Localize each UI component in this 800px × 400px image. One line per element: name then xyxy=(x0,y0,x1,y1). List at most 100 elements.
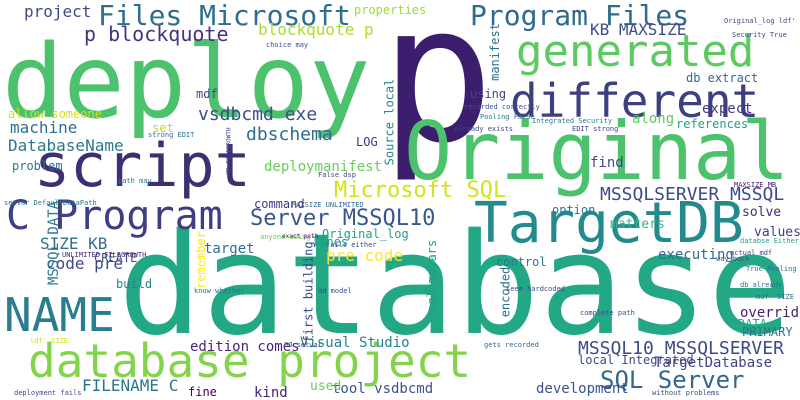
word-filename-c: FILENAME C xyxy=(82,376,179,395)
word-p-blockquote: p blockquote xyxy=(84,22,229,46)
word-blockquote-p: blockquote p xyxy=(258,20,374,39)
word-targetdatabase: TargetDatabase xyxy=(654,355,773,371)
word-project: project xyxy=(24,2,92,21)
word-build: build xyxy=(116,277,153,291)
word-dd-model: dd model xyxy=(318,287,352,295)
word-way-back: way back xyxy=(716,255,750,263)
word-integrated-security: Integrated Security xyxy=(532,117,613,125)
word-go-setvar: GO setvar xyxy=(284,341,322,349)
word-control: control xyxy=(496,255,547,269)
word-remember: remember xyxy=(193,231,208,289)
word-mssql10-mssqlserver: MSSQL10 MSSQLSERVER xyxy=(578,338,784,359)
word-false-dsp: False dsp xyxy=(318,171,356,179)
word-program-files: Program Files xyxy=(470,0,690,32)
word-problem: problem xyxy=(12,159,63,173)
word-command: command xyxy=(254,197,305,211)
word-maxsize-mb: MAXSIZE MB xyxy=(734,181,777,189)
word-databasename: DatabaseName xyxy=(8,136,124,155)
word-using: using xyxy=(470,87,507,101)
word-mssql-data: MSSQL DATA xyxy=(46,200,63,286)
word-db-already: db already xyxy=(740,281,783,289)
word-seem-hardcoded: seem hardcoded xyxy=(506,285,566,293)
word-microsoft-sql: Microsoft SQL xyxy=(334,178,507,203)
word-exact-path: exact path xyxy=(282,233,319,240)
word-path-may: path may xyxy=(118,177,152,185)
word-manifest: manifest xyxy=(487,23,502,81)
word-databse-either: databse Either xyxy=(740,237,800,245)
word-target: target xyxy=(204,241,255,257)
word-recorded-correctly: recorded correctly xyxy=(464,103,540,111)
word-edition-comes: edition comes xyxy=(190,339,300,355)
word-along: along xyxy=(632,111,675,127)
word-mdf: mdf xyxy=(196,87,218,101)
word-pre-code: pre code xyxy=(326,246,404,265)
word-files-microsoft: Files Microsoft xyxy=(98,0,351,32)
word-deployment-fails: deployment fails xyxy=(14,389,82,397)
word-option: option xyxy=(552,203,596,217)
word-deploy: deploy xyxy=(2,23,371,142)
word-kind: kind xyxy=(254,385,288,400)
word-know-whether: know whether xyxy=(194,287,245,295)
word-unlimited-filegrowth: UNLIMITED FILEGROWTH xyxy=(62,251,147,259)
word-development: development xyxy=(536,381,629,397)
word-ldf-size: ldf' SIZE xyxy=(30,337,68,345)
word-deploymanifest: deploymanifest xyxy=(264,159,383,175)
word-machine: machine xyxy=(10,118,78,137)
word-mb-filegrowth: MB FILEGROWTH xyxy=(225,127,233,175)
word-database: database xyxy=(118,204,793,367)
word-edit-strong: EDIT strong xyxy=(572,125,619,133)
word-tool-vsdbcmd: tool vsdbcmd xyxy=(332,381,434,397)
word-original-log: Original_log xyxy=(322,227,409,241)
word-without-problems: without problems xyxy=(652,389,720,397)
word-sqlcmdvars: sqlcmdvars xyxy=(425,239,440,313)
word-executing: executing xyxy=(658,247,734,263)
word-code-pre: code pre xyxy=(46,254,124,273)
word-fine: fine xyxy=(188,385,217,399)
word-pooling-false: Pooling False xyxy=(480,113,535,121)
word-already-exists: already exists xyxy=(454,125,514,133)
word-first-building: first building xyxy=(301,241,316,343)
word-sql-server: SQL Server xyxy=(600,366,745,394)
word-generated: generated xyxy=(516,26,755,77)
word-security-true: Security True xyxy=(732,31,787,39)
word-dbschema: dbschema xyxy=(246,124,333,145)
word-kb-maxsize: KB MAXSIZE xyxy=(590,20,687,39)
word-script: script xyxy=(34,131,251,201)
word-true-pooling: True Pooling xyxy=(746,265,797,273)
word-mdf-size: mdf' SIZE xyxy=(756,293,794,301)
word-c-program: C Program xyxy=(6,193,223,239)
word-create: CREATE xyxy=(94,251,138,265)
word-server-mssql10: Server MSSQL10 xyxy=(250,206,436,231)
word-source-local: Source local xyxy=(382,78,397,166)
word-properties: properties xyxy=(354,3,427,17)
word-lines: lines xyxy=(312,235,349,249)
word-matters: matters xyxy=(610,217,665,232)
word-primary: PRIMARY xyxy=(742,325,793,339)
word-p: p xyxy=(380,0,495,185)
word-targetdb: TargetDB xyxy=(474,191,744,256)
word-solve: solve xyxy=(742,205,782,220)
word-db-extract: db extract xyxy=(686,71,759,85)
word-original-log-ldf: Original_log ldf' xyxy=(724,17,796,25)
word-expect: expect xyxy=(702,101,753,117)
word-find: find xyxy=(590,155,624,171)
word-override: override xyxy=(740,305,800,321)
word-gets-recorded: gets recorded xyxy=(484,341,539,349)
word-data: DATA xyxy=(738,317,767,331)
word-database-project: database project xyxy=(28,334,472,388)
word-log: LOG xyxy=(356,135,378,149)
word-strong-edit: strong EDIT xyxy=(148,131,195,139)
word-different: different xyxy=(510,74,760,128)
word-complete-path: complete path xyxy=(580,309,635,317)
word-visual-studio: Visual Studio xyxy=(300,335,410,351)
word-allow-someone: allow someone xyxy=(8,107,102,121)
word-vsdbcmd-exe: vsdbcmd exe xyxy=(198,104,318,125)
word-anyone-using: anyone using xyxy=(260,233,311,241)
word-actual-mdf: actual mdf xyxy=(730,249,773,257)
word-used: used xyxy=(310,379,342,394)
word-original: Original xyxy=(404,105,790,198)
word-fails-either: fails either xyxy=(326,241,377,249)
word-local-integrated: local Integrated xyxy=(578,353,694,367)
word-references: references xyxy=(676,117,749,131)
